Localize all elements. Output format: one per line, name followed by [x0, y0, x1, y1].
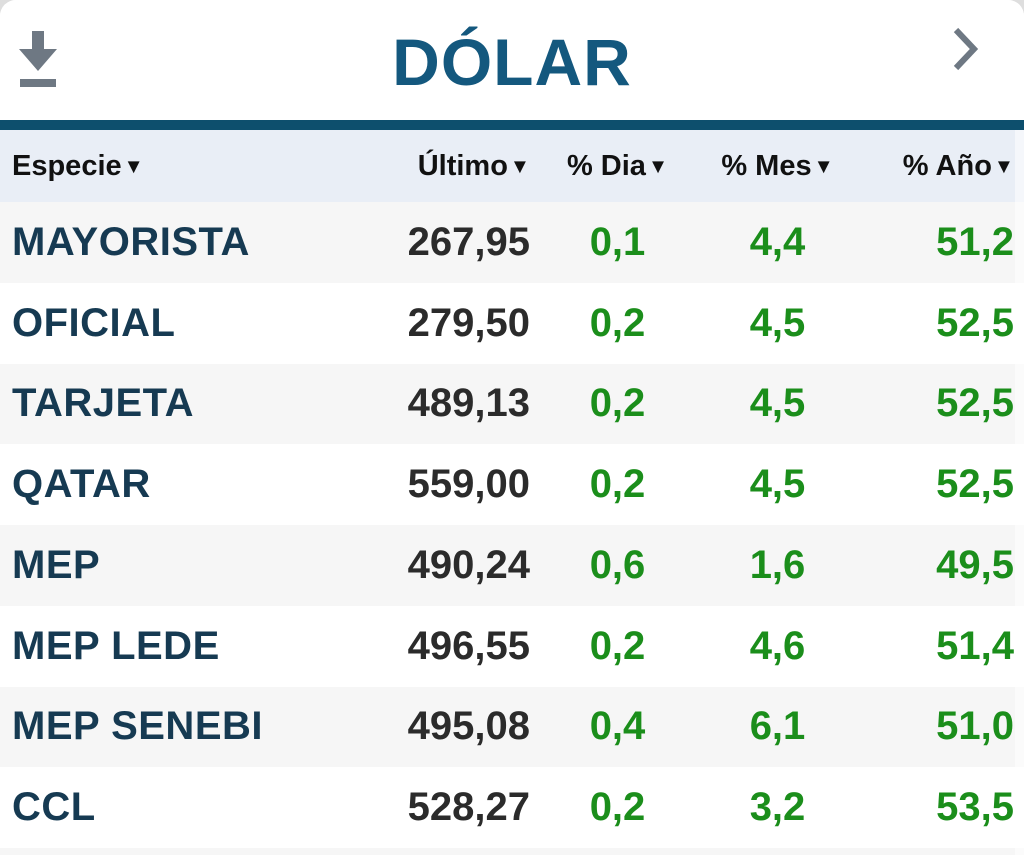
- sort-desc-icon: ▼: [993, 155, 1014, 178]
- cell-pct-mes: 4,5: [749, 300, 806, 345]
- cell-ultimo: 490,24: [407, 542, 530, 587]
- cell-pct-ano: 52,5: [936, 300, 1014, 345]
- cell-ultimo: 495,08: [407, 704, 530, 749]
- table-row[interactable]: MEP SENEBI 495,08 0,4 6,1 51,0: [0, 686, 1024, 768]
- column-label: % Dia: [566, 149, 646, 182]
- header-divider: [0, 120, 1024, 130]
- next-row-peek: [0, 848, 1024, 855]
- sort-desc-icon: ▼: [647, 155, 669, 178]
- download-icon: [16, 29, 64, 91]
- cell-ultimo: 267,95: [407, 219, 530, 264]
- widget-header: DÓLAR: [0, 0, 1024, 120]
- cell-pct-mes: 1,6: [749, 542, 806, 587]
- cell-especie: CCL: [12, 785, 96, 830]
- cell-pct-ano: 52,5: [936, 462, 1014, 507]
- table-row[interactable]: MEP 490,24 0,6 1,6 49,5: [0, 525, 1024, 606]
- cell-ultimo: 489,13: [407, 381, 530, 426]
- column-header-especie[interactable]: Especie▼: [0, 150, 390, 183]
- cell-especie: OFICIAL: [12, 300, 176, 345]
- cell-pct-ano: 51,0: [936, 704, 1014, 749]
- table-row[interactable]: MAYORISTA 267,95 0,1 4,4 51,2: [0, 202, 1024, 283]
- table-row[interactable]: OFICIAL 279,50 0,2 4,5 52,5: [0, 282, 1024, 364]
- cell-pct-dia: 0,1: [589, 219, 646, 264]
- cell-pct-mes: 6,1: [749, 704, 806, 749]
- column-label: % Mes: [721, 149, 812, 182]
- cell-pct-mes: 4,4: [749, 219, 806, 264]
- widget-title: DÓLAR: [392, 25, 632, 99]
- sort-desc-icon: ▼: [123, 155, 144, 178]
- column-label: Último: [417, 149, 508, 182]
- table-row[interactable]: QATAR 559,00 0,2 4,5 52,5: [0, 444, 1024, 525]
- column-label: Especie: [12, 149, 122, 182]
- next-button[interactable]: [950, 22, 986, 78]
- sort-desc-icon: ▼: [813, 155, 834, 178]
- cell-especie: QATAR: [12, 462, 151, 507]
- cell-pct-dia: 0,2: [589, 462, 646, 507]
- table-header-row: Especie▼ Último▼ % Dia▼ % Mes▼ % Año▼: [0, 130, 1024, 202]
- cell-ultimo: 559,00: [407, 462, 530, 507]
- cell-especie: MAYORISTA: [12, 219, 250, 264]
- download-button[interactable]: [14, 26, 66, 94]
- cell-pct-dia: 0,2: [589, 300, 646, 345]
- cell-ultimo: 279,50: [407, 300, 530, 345]
- cell-pct-dia: 0,4: [589, 704, 646, 749]
- cell-pct-ano: 51,4: [936, 623, 1014, 668]
- cell-especie: MEP: [12, 542, 101, 587]
- column-header-pct-dia[interactable]: % Dia▼: [530, 150, 705, 183]
- column-header-pct-mes[interactable]: % Mes▼: [705, 150, 850, 183]
- cell-pct-ano: 49,5: [936, 542, 1014, 587]
- cell-pct-dia: 0,6: [589, 542, 646, 587]
- column-header-ultimo[interactable]: Último▼: [390, 150, 530, 183]
- cell-pct-mes: 3,2: [749, 785, 806, 830]
- column-header-pct-ano[interactable]: % Año▼: [850, 150, 1024, 183]
- scrollbar-track[interactable]: [1015, 130, 1024, 855]
- cell-pct-dia: 0,2: [589, 381, 646, 426]
- cell-pct-dia: 0,2: [589, 623, 646, 668]
- cell-pct-mes: 4,6: [749, 623, 806, 668]
- sort-desc-icon: ▼: [509, 155, 530, 178]
- cell-especie: TARJETA: [12, 381, 195, 426]
- cell-especie: MEP LEDE: [12, 623, 220, 668]
- cell-pct-mes: 4,5: [749, 381, 806, 426]
- table-row[interactable]: CCL 528,27 0,2 3,2 53,5: [0, 767, 1024, 848]
- cell-pct-ano: 51,2: [936, 219, 1014, 264]
- cell-pct-ano: 52,5: [936, 381, 1014, 426]
- table-row[interactable]: TARJETA 489,13 0,2 4,5 52,5: [0, 363, 1024, 445]
- cell-pct-ano: 53,5: [936, 785, 1014, 830]
- table-body: MAYORISTA 267,95 0,1 4,4 51,2 OFICIAL 27…: [0, 202, 1024, 848]
- cell-especie: MEP SENEBI: [12, 704, 263, 749]
- column-label: % Año: [902, 149, 992, 182]
- chevron-right-icon: [950, 24, 986, 76]
- cell-pct-mes: 4,5: [749, 462, 806, 507]
- cell-pct-dia: 0,2: [589, 785, 646, 830]
- table-row[interactable]: MEP LEDE 496,55 0,2 4,6 51,4: [0, 605, 1024, 687]
- cell-ultimo: 528,27: [407, 785, 530, 830]
- cell-ultimo: 496,55: [407, 623, 530, 668]
